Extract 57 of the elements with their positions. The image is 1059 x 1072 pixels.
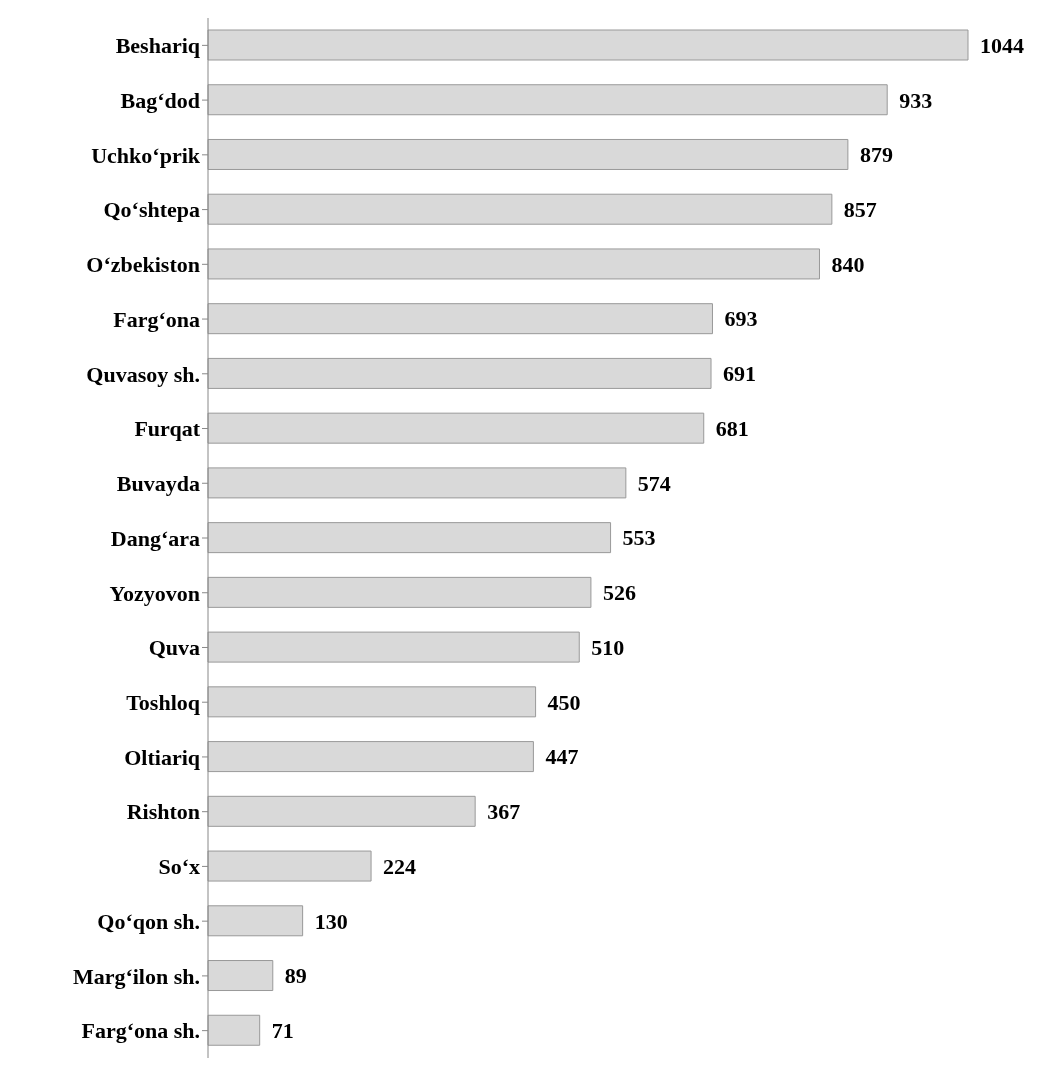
y-tick-label: Bag‘dod bbox=[120, 87, 200, 113]
y-tick-label: Uchko‘prik bbox=[91, 142, 201, 168]
data-label: 933 bbox=[899, 87, 933, 113]
bar bbox=[207, 138, 849, 170]
bar bbox=[207, 412, 705, 444]
y-tick-label: Oltiariq bbox=[124, 744, 201, 770]
data-label: 510 bbox=[591, 634, 625, 660]
y-tick-label: Rishton bbox=[126, 799, 200, 825]
bar bbox=[207, 741, 534, 773]
bar bbox=[207, 795, 476, 827]
bar bbox=[207, 850, 372, 882]
bar bbox=[207, 193, 833, 225]
y-tick-label: Qo‘shtepa bbox=[103, 197, 200, 223]
data-label: 840 bbox=[831, 251, 865, 277]
y-tick-label: Dang‘ara bbox=[110, 525, 200, 551]
data-label: 693 bbox=[724, 306, 758, 332]
y-tick-label: Buvayda bbox=[116, 471, 200, 497]
y-tick-label: Quvasoy sh. bbox=[86, 361, 200, 387]
data-label: 526 bbox=[602, 580, 636, 606]
y-tick-label: Toshloq bbox=[126, 690, 201, 716]
data-label: 879 bbox=[859, 142, 893, 168]
y-tick-label: Beshariq bbox=[115, 33, 201, 59]
bar bbox=[207, 303, 713, 335]
data-label: 447 bbox=[545, 744, 579, 770]
data-label: 71 bbox=[271, 1018, 294, 1044]
bar bbox=[207, 84, 888, 116]
data-label: 681 bbox=[715, 415, 749, 441]
y-tick-label: So‘x bbox=[158, 854, 200, 880]
data-label: 553 bbox=[622, 525, 656, 551]
data-label: 574 bbox=[637, 470, 671, 496]
bar bbox=[207, 905, 304, 937]
y-tick-label: Marg‘ilon sh. bbox=[72, 963, 200, 989]
y-tick-label: Farg‘ona sh. bbox=[81, 1018, 200, 1044]
bar bbox=[207, 357, 712, 389]
data-label: 450 bbox=[547, 689, 581, 715]
bar bbox=[207, 467, 627, 499]
data-label: 367 bbox=[487, 799, 521, 825]
data-label: 857 bbox=[843, 197, 877, 223]
bar bbox=[207, 522, 612, 554]
bar bbox=[207, 1014, 261, 1046]
bar bbox=[207, 248, 820, 280]
y-tick-label: Yozyovon bbox=[109, 580, 200, 606]
bar bbox=[207, 960, 274, 992]
data-label: 130 bbox=[314, 908, 348, 934]
bar bbox=[207, 29, 969, 61]
y-tick-label: Qo‘qon sh. bbox=[97, 908, 200, 934]
bar bbox=[207, 686, 537, 718]
y-tick-label: O‘zbekiston bbox=[86, 252, 200, 278]
y-tick-label: Furqat bbox=[134, 416, 201, 442]
bar bbox=[207, 576, 592, 608]
data-label: 89 bbox=[284, 963, 307, 989]
y-tick-label: Farg‘ona bbox=[113, 306, 200, 332]
bar bbox=[207, 631, 580, 663]
data-label: 224 bbox=[383, 853, 417, 879]
data-label: 691 bbox=[723, 361, 757, 387]
y-tick-label: Quva bbox=[148, 635, 200, 661]
data-label: 1044 bbox=[980, 32, 1024, 58]
